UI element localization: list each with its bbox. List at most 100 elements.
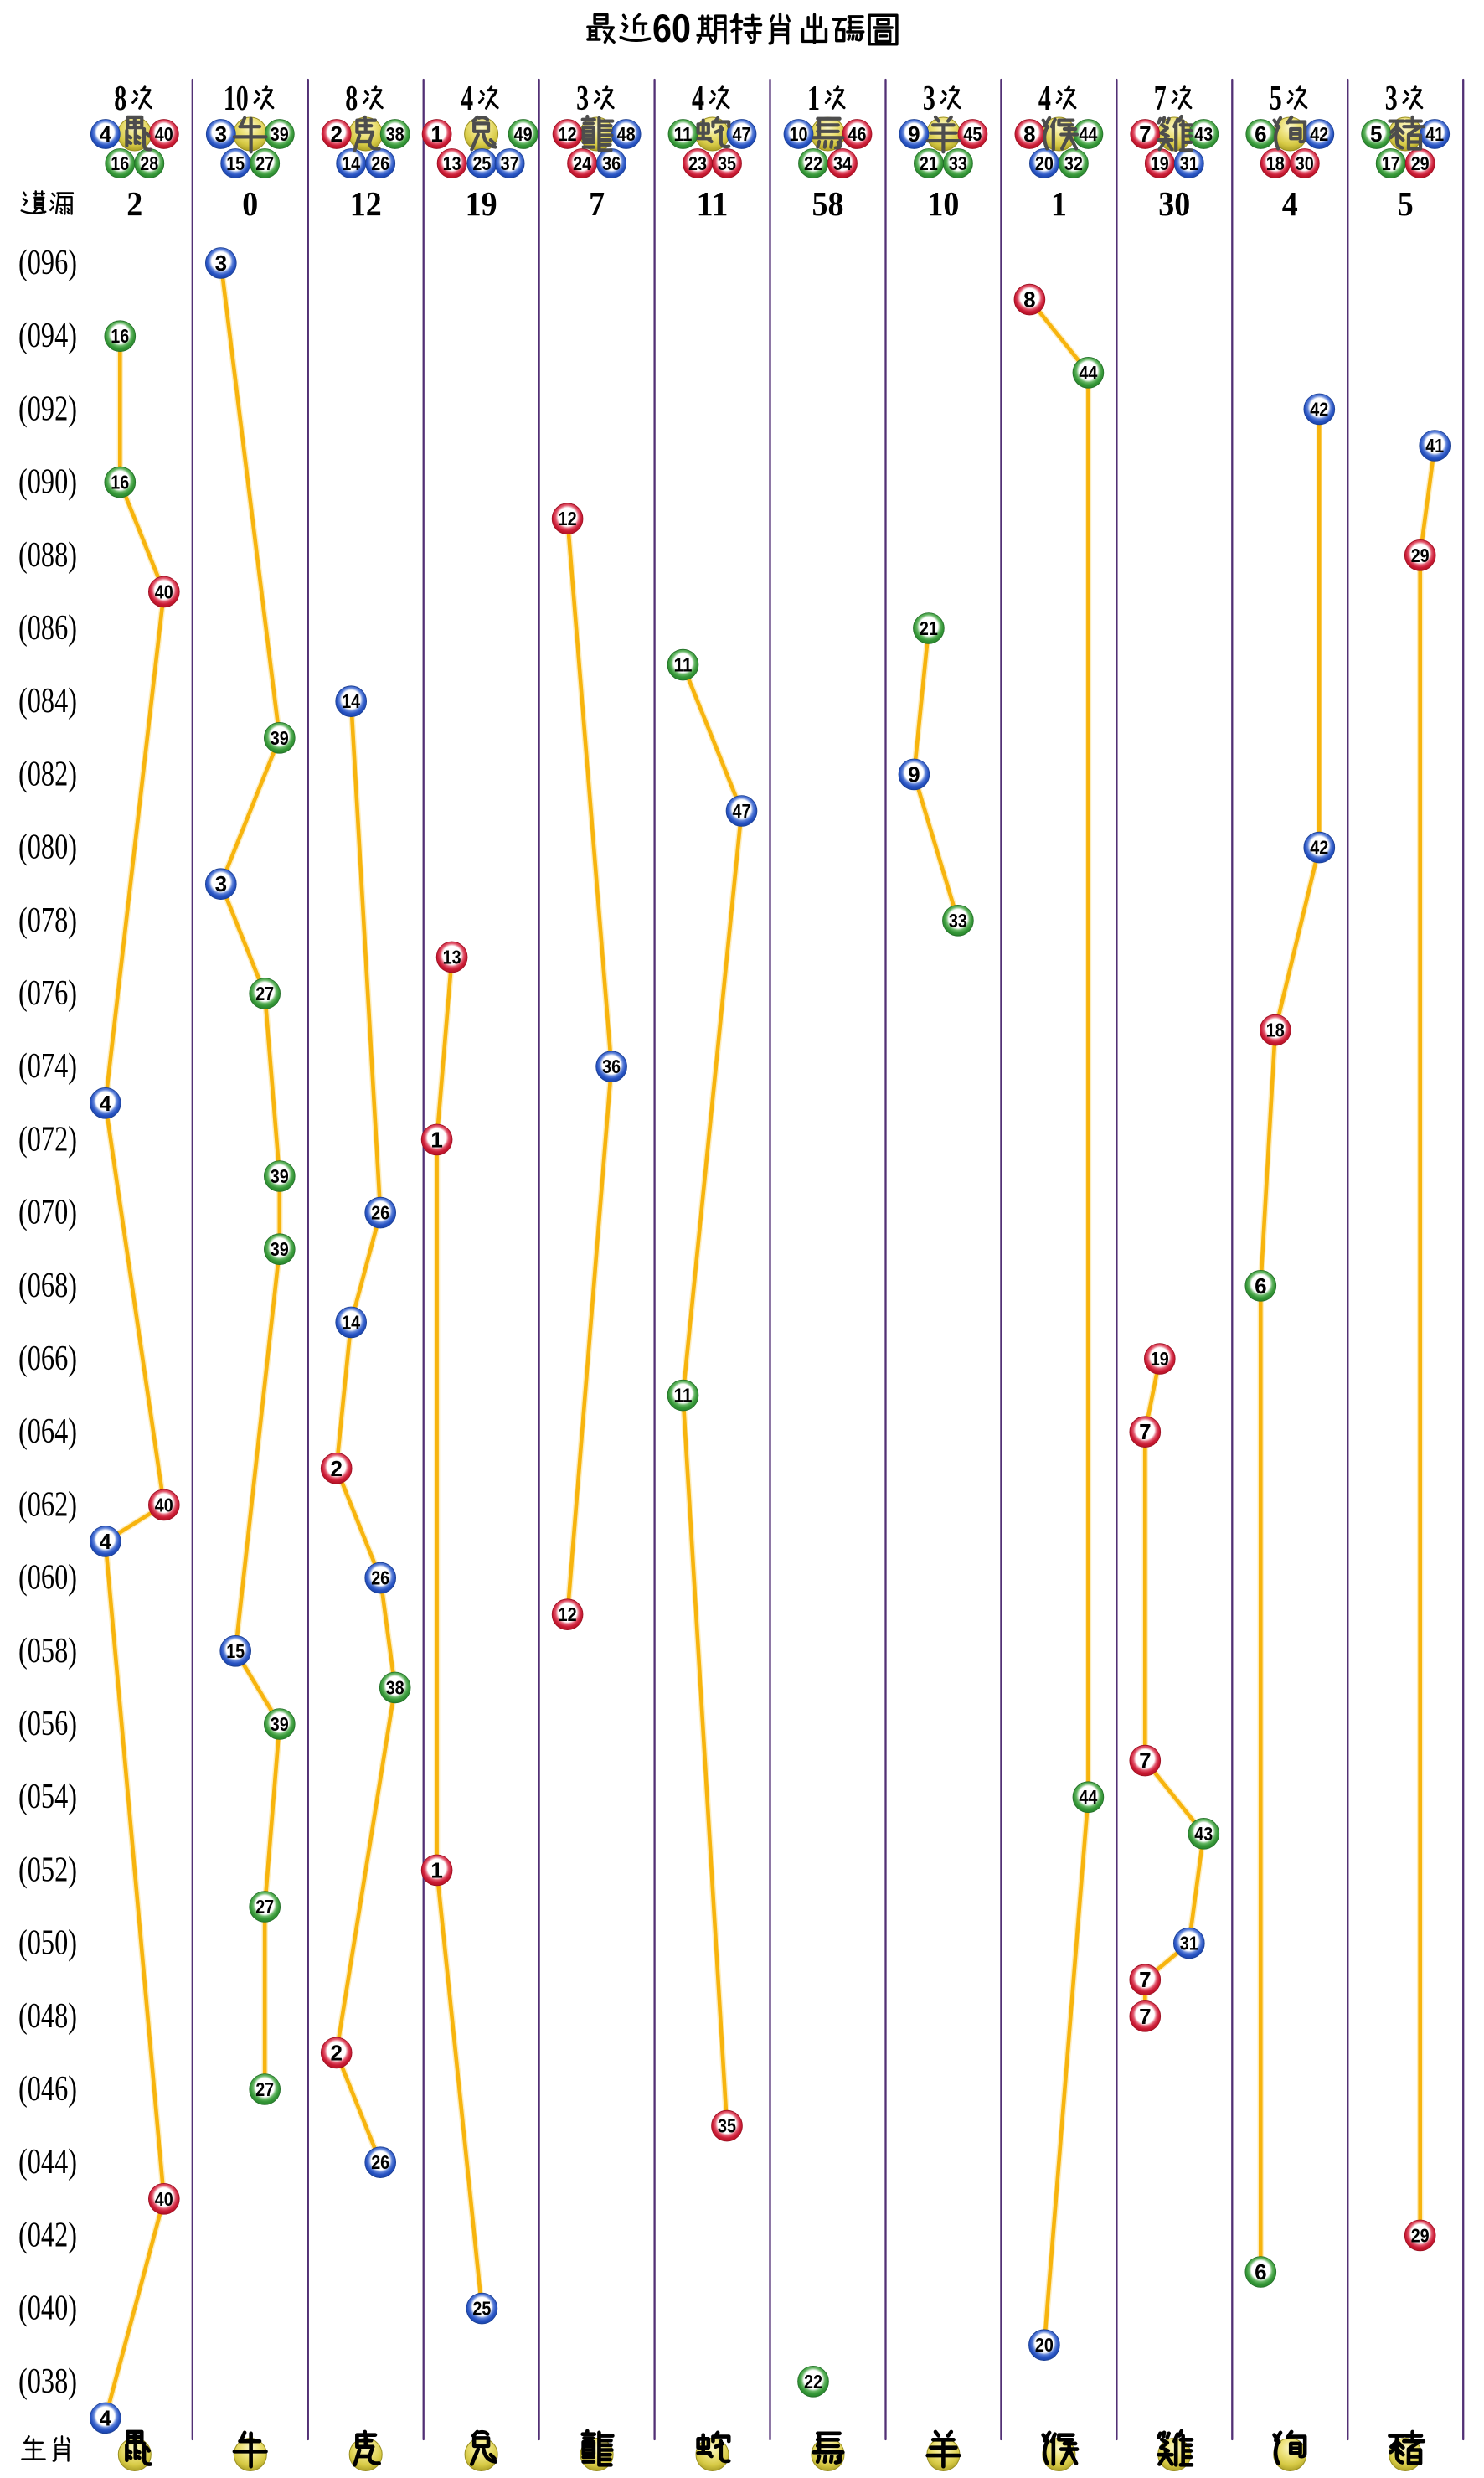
svg-text:(084): (084) bbox=[18, 682, 77, 720]
svg-text:(074): (074) bbox=[18, 1047, 77, 1086]
svg-text:14: 14 bbox=[342, 1311, 360, 1333]
svg-text:13: 13 bbox=[443, 152, 461, 174]
svg-text:12: 12 bbox=[559, 508, 577, 529]
svg-text:4: 4 bbox=[1282, 184, 1298, 223]
svg-text:(096): (096) bbox=[18, 244, 77, 282]
svg-text:24: 24 bbox=[573, 152, 591, 174]
svg-text:19: 19 bbox=[466, 184, 497, 223]
svg-text:(046): (046) bbox=[18, 2070, 77, 2109]
svg-text:21: 21 bbox=[920, 617, 938, 639]
svg-text:11: 11 bbox=[674, 1385, 693, 1407]
svg-text:26: 26 bbox=[371, 1567, 389, 1589]
svg-text:41: 41 bbox=[1425, 123, 1444, 145]
svg-text:16: 16 bbox=[111, 472, 129, 493]
svg-text:11: 11 bbox=[674, 123, 693, 145]
svg-text:39: 39 bbox=[271, 1165, 289, 1187]
svg-text:11: 11 bbox=[697, 184, 729, 223]
svg-text:(058): (058) bbox=[18, 1632, 77, 1670]
svg-text:36: 36 bbox=[602, 152, 621, 174]
svg-text:37: 37 bbox=[501, 152, 519, 174]
svg-text:36: 36 bbox=[602, 1056, 621, 1077]
svg-text:30: 30 bbox=[1296, 152, 1314, 174]
svg-text:3: 3 bbox=[576, 80, 589, 118]
svg-text:3: 3 bbox=[215, 250, 227, 276]
svg-text:12: 12 bbox=[559, 1603, 577, 1625]
svg-text:43: 43 bbox=[1194, 1823, 1213, 1845]
svg-text:29: 29 bbox=[1411, 2224, 1430, 2246]
svg-text:40: 40 bbox=[155, 2188, 173, 2210]
svg-text:38: 38 bbox=[386, 1676, 404, 1698]
svg-text:42: 42 bbox=[1310, 398, 1328, 420]
svg-text:14: 14 bbox=[342, 152, 360, 174]
svg-text:10: 10 bbox=[224, 80, 249, 118]
svg-text:10: 10 bbox=[927, 184, 959, 223]
svg-text:1: 1 bbox=[430, 1127, 442, 1152]
svg-text:(054): (054) bbox=[18, 1778, 77, 1816]
svg-text:31: 31 bbox=[1180, 1933, 1198, 1954]
svg-text:8: 8 bbox=[114, 80, 126, 118]
svg-text:(048): (048) bbox=[18, 1997, 77, 2036]
svg-text:34: 34 bbox=[833, 152, 852, 174]
svg-text:4: 4 bbox=[100, 1529, 112, 1554]
svg-text:38: 38 bbox=[386, 123, 404, 145]
svg-text:(064): (064) bbox=[18, 1412, 77, 1451]
svg-text:(040): (040) bbox=[18, 2290, 77, 2328]
svg-text:6: 6 bbox=[1255, 2259, 1266, 2284]
svg-text:26: 26 bbox=[371, 2151, 389, 2173]
svg-text:1: 1 bbox=[1051, 184, 1067, 223]
svg-text:41: 41 bbox=[1425, 435, 1444, 457]
svg-text:29: 29 bbox=[1411, 545, 1430, 566]
svg-text:4: 4 bbox=[100, 1091, 112, 1116]
svg-text:14: 14 bbox=[342, 690, 360, 712]
svg-text:3: 3 bbox=[215, 871, 227, 896]
svg-text:30: 30 bbox=[1158, 184, 1190, 223]
svg-text:33: 33 bbox=[949, 152, 967, 174]
svg-text:16: 16 bbox=[111, 325, 129, 347]
svg-text:27: 27 bbox=[255, 983, 274, 1004]
svg-text:1: 1 bbox=[807, 80, 820, 118]
svg-text:26: 26 bbox=[371, 152, 389, 174]
svg-text:8: 8 bbox=[1023, 287, 1035, 312]
svg-text:(094): (094) bbox=[18, 317, 77, 355]
svg-text:60: 60 bbox=[652, 6, 691, 50]
svg-text:5: 5 bbox=[1270, 80, 1282, 118]
svg-text:20: 20 bbox=[1035, 2334, 1054, 2356]
svg-text:15: 15 bbox=[226, 152, 245, 174]
svg-text:7: 7 bbox=[1139, 1967, 1151, 1992]
svg-text:(090): (090) bbox=[18, 463, 77, 502]
svg-text:25: 25 bbox=[472, 2298, 491, 2320]
svg-text:(088): (088) bbox=[18, 536, 77, 575]
svg-text:(076): (076) bbox=[18, 974, 77, 1013]
svg-text:47: 47 bbox=[733, 800, 751, 822]
svg-text:32: 32 bbox=[1064, 152, 1083, 174]
svg-text:(042): (042) bbox=[18, 2216, 77, 2254]
svg-text:(038): (038) bbox=[18, 2362, 77, 2401]
svg-text:0: 0 bbox=[242, 184, 258, 223]
svg-text:2: 2 bbox=[330, 121, 342, 147]
svg-text:(050): (050) bbox=[18, 1924, 77, 1963]
svg-text:58: 58 bbox=[812, 184, 844, 223]
svg-text:1: 1 bbox=[430, 1857, 442, 1882]
svg-text:39: 39 bbox=[271, 1713, 289, 1735]
svg-text:40: 40 bbox=[155, 123, 173, 145]
svg-text:27: 27 bbox=[255, 152, 274, 174]
svg-text:3: 3 bbox=[215, 121, 227, 147]
svg-text:18: 18 bbox=[1266, 1020, 1285, 1041]
svg-text:42: 42 bbox=[1310, 123, 1328, 145]
svg-text:46: 46 bbox=[848, 123, 867, 145]
svg-text:4: 4 bbox=[1038, 80, 1051, 118]
svg-text:12: 12 bbox=[559, 123, 577, 145]
svg-text:23: 23 bbox=[688, 152, 707, 174]
svg-text:25: 25 bbox=[472, 152, 491, 174]
svg-text:4: 4 bbox=[461, 80, 473, 118]
svg-text:(078): (078) bbox=[18, 901, 77, 940]
svg-text:29: 29 bbox=[1411, 152, 1430, 174]
svg-text:(070): (070) bbox=[18, 1194, 77, 1232]
svg-text:49: 49 bbox=[514, 123, 533, 145]
svg-text:22: 22 bbox=[804, 152, 822, 174]
svg-text:44: 44 bbox=[1079, 362, 1097, 384]
svg-text:21: 21 bbox=[920, 152, 938, 174]
svg-text:39: 39 bbox=[271, 1238, 289, 1260]
svg-text:6: 6 bbox=[1255, 121, 1266, 147]
svg-text:12: 12 bbox=[350, 184, 382, 223]
